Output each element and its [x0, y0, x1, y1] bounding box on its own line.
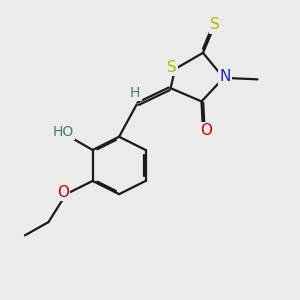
Text: H: H — [130, 86, 140, 100]
Text: O: O — [200, 123, 212, 138]
Text: HO: HO — [52, 125, 74, 139]
Text: S: S — [167, 60, 177, 75]
Text: N: N — [219, 69, 231, 84]
Text: O: O — [57, 185, 69, 200]
Text: S: S — [210, 17, 220, 32]
